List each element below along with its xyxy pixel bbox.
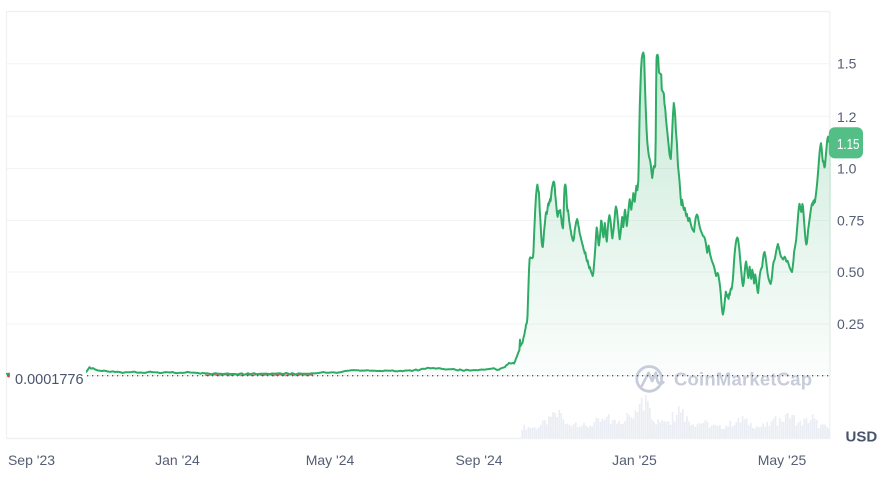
svg-text:0.0001776: 0.0001776: [15, 372, 84, 388]
svg-text:Sep '24: Sep '24: [455, 452, 502, 468]
svg-text:CoinMarketCap: CoinMarketCap: [674, 369, 812, 390]
svg-text:0.75: 0.75: [837, 213, 864, 229]
svg-text:1.15: 1.15: [837, 136, 860, 153]
svg-text:Jan '25: Jan '25: [612, 452, 657, 468]
svg-text:0.50: 0.50: [837, 264, 864, 280]
svg-text:Sep '23: Sep '23: [8, 452, 55, 468]
svg-text:1.5: 1.5: [837, 56, 857, 72]
svg-text:1.2: 1.2: [837, 109, 857, 125]
svg-text:0.25: 0.25: [837, 316, 864, 332]
svg-text:Jan '24: Jan '24: [155, 452, 200, 468]
svg-text:May '25: May '25: [758, 452, 807, 468]
svg-text:USD: USD: [846, 429, 878, 446]
svg-text:May '24: May '24: [306, 452, 355, 468]
svg-text:1.0: 1.0: [837, 161, 857, 177]
